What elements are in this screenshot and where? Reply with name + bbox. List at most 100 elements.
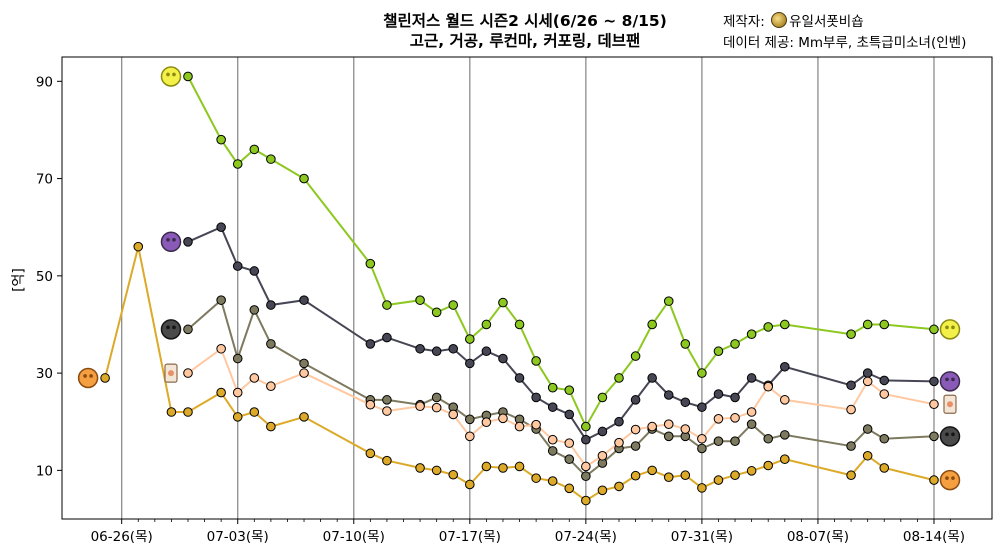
- data-point: [746, 466, 757, 476]
- data-point: [564, 454, 575, 464]
- data-point: [730, 436, 740, 446]
- data-point: [232, 353, 243, 364]
- data-point: [929, 324, 939, 335]
- data-point: [216, 134, 226, 145]
- data-point: [879, 463, 890, 473]
- data-point: [846, 441, 856, 451]
- data-point: [929, 376, 939, 387]
- data-point: [746, 329, 757, 340]
- data-point: [581, 461, 591, 472]
- data-point: [431, 402, 442, 413]
- data-point: [382, 300, 392, 310]
- data-point: [481, 319, 492, 330]
- data-point: [431, 346, 442, 357]
- data-point: [183, 407, 193, 417]
- data-point: [713, 475, 724, 485]
- data-point: [597, 450, 608, 461]
- data-point: [531, 356, 541, 366]
- data-point: [680, 397, 691, 408]
- data-point: [746, 373, 757, 383]
- maker-label: 제작자:: [723, 14, 765, 30]
- data-point: [216, 222, 226, 233]
- data-point: [299, 358, 309, 369]
- data-point: [183, 368, 193, 378]
- data-point: [862, 319, 873, 330]
- data-point: [514, 319, 525, 330]
- data-point: [415, 401, 425, 411]
- data-point: [713, 436, 724, 446]
- x-tick-label: 08-07(목): [787, 529, 849, 545]
- data-point: [846, 329, 856, 340]
- data-point: [299, 412, 309, 422]
- data-point: [680, 339, 691, 349]
- x-tick-label: 07-03(목): [207, 529, 269, 545]
- data-point: [232, 412, 243, 422]
- x-tick-label: 07-10(목): [323, 529, 385, 545]
- data-point: [249, 266, 260, 276]
- data-point: [564, 438, 575, 448]
- data-point: [779, 430, 790, 440]
- data-point: [232, 261, 243, 271]
- orange-sprite-icon: [77, 367, 99, 389]
- data-point: [663, 431, 674, 442]
- data-point: [465, 358, 475, 369]
- data-point: [862, 424, 873, 434]
- data-point: [249, 407, 260, 417]
- data-point: [929, 475, 939, 485]
- data-point: [266, 421, 276, 432]
- data-point: [763, 322, 774, 332]
- card-sprite-icon: [164, 363, 178, 383]
- data-point: [614, 373, 624, 383]
- data-point: [448, 469, 459, 480]
- series-line: [187, 225, 935, 441]
- data-point: [779, 395, 790, 405]
- data-point: [680, 424, 691, 434]
- data-point: [929, 431, 939, 442]
- y-tick-label: 70: [36, 172, 53, 188]
- data-point: [415, 295, 425, 305]
- data-point: [846, 404, 856, 415]
- data-point: [365, 399, 376, 410]
- data-point: [183, 324, 193, 335]
- data-point: [929, 399, 939, 410]
- data-point: [431, 307, 442, 318]
- dark-sprite-icon: [939, 426, 961, 447]
- data-point: [713, 414, 724, 424]
- series-lines: [104, 76, 935, 502]
- data-point: [713, 346, 724, 357]
- data-point: [597, 392, 608, 403]
- y-tick-label: 50: [36, 269, 53, 285]
- data-point: [647, 373, 657, 383]
- y-tick-label: 90: [36, 74, 53, 90]
- data-point: [879, 433, 890, 444]
- data-point: [498, 413, 508, 424]
- data-point: [465, 479, 475, 490]
- data-point: [547, 382, 558, 393]
- data-point: [498, 353, 508, 364]
- data-point: [232, 387, 243, 398]
- data-point: [730, 339, 740, 349]
- x-tick-label: 07-24(목): [555, 529, 617, 545]
- data-point: [763, 381, 774, 392]
- data-point: [697, 402, 707, 412]
- bishop-logo-icon: [771, 12, 788, 28]
- data-point: [183, 237, 193, 247]
- data-point: [465, 334, 475, 344]
- yellow-sprite-icon: [939, 319, 961, 340]
- data-point: [481, 461, 492, 472]
- y-tick-label: 10: [36, 463, 53, 479]
- data-point: [630, 470, 641, 481]
- data-point: [879, 375, 890, 386]
- series-icons: [77, 66, 961, 491]
- data-point: [465, 431, 475, 442]
- data-point: [663, 419, 674, 429]
- data-point: [481, 417, 492, 428]
- data-point: [846, 470, 856, 481]
- data-point: [266, 381, 276, 392]
- data-point: [597, 426, 608, 437]
- data-point: [730, 470, 740, 481]
- data-point: [564, 385, 575, 395]
- series-line: [187, 347, 935, 468]
- data-point: [415, 463, 425, 473]
